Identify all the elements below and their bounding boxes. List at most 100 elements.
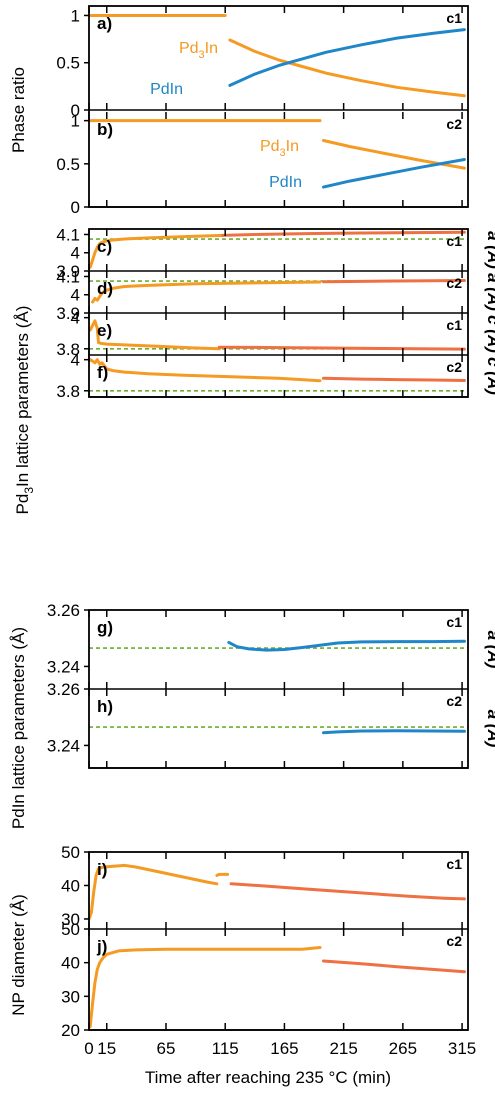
y-tick-label-a: 0 — [71, 101, 80, 120]
sample-label-h: c2 — [446, 693, 462, 709]
y-tick-label-b: 0 — [71, 198, 80, 217]
y-tick-label-a: 0.5 — [56, 54, 80, 73]
panel-i: 30 40 50 i) c1 — [61, 843, 468, 930]
panel-a: 0 0.5 1 a) c1 Pd3In PdIn — [56, 6, 468, 120]
annotation-text-rest: In — [205, 40, 218, 57]
series-line-c-0 — [88, 233, 225, 269]
x-tick-label: 265 — [389, 1039, 417, 1058]
y-group-titles: Phase ratio Pd3In lattice parameters (Å)P… — [9, 67, 36, 1016]
series-line-e-0 — [88, 319, 221, 351]
x-axis-title: Time after reaching 235 °C (min) — [145, 1068, 391, 1087]
panel-b: 0 0.5 1 b) c2 Pd3In PdIn — [56, 112, 468, 217]
series-line-j-1 — [322, 959, 466, 974]
sample-label-b: c2 — [446, 116, 462, 132]
y-tick-label-c: 4 — [71, 244, 80, 263]
annotation-subscript: 3 — [280, 147, 286, 159]
plot-frame-0 — [88, 5, 469, 208]
y-tick-label-g: 3.26 — [47, 601, 80, 620]
sample-label-f: c2 — [446, 359, 462, 375]
panel-label-a: a) — [97, 14, 112, 33]
x-tick-label: 215 — [329, 1039, 357, 1058]
sample-label-c: c1 — [446, 233, 462, 249]
annotation-text: PdIn — [150, 81, 183, 98]
sample-label-j: c2 — [446, 933, 462, 949]
series-line-g-0 — [227, 639, 466, 652]
panel-label-e: e) — [97, 321, 112, 340]
series-line-i-2 — [229, 882, 466, 901]
y-tick-label-i: 40 — [61, 876, 80, 895]
y-tick-label-d: 3.9 — [56, 304, 80, 323]
right-axis-label-f: c (Å) — [484, 357, 495, 395]
y-tick-label-j: 20 — [61, 1021, 80, 1040]
series-line-d-1 — [322, 279, 466, 284]
y-tick-label-h: 3.24 — [47, 736, 80, 755]
panel-e: 3.8 4 e) c1 c (Å) — [56, 309, 495, 359]
panel-label-g: g) — [97, 618, 113, 637]
sample-label-i: c1 — [446, 856, 462, 872]
y-tick-label-b: 0.5 — [56, 155, 80, 174]
panel-label-f: f) — [97, 363, 108, 382]
panel-j: 20 30 40 50 j) c2 — [61, 920, 468, 1040]
phase-annotation: PdIn — [269, 174, 302, 191]
sample-label-a: c1 — [446, 10, 462, 26]
annotation-text: PdIn — [269, 174, 302, 191]
x-tick-label: 165 — [270, 1039, 298, 1058]
panel-f: 3.8 4 f) c2 c (Å) — [56, 351, 495, 401]
plot-frame-2 — [88, 609, 469, 769]
phase-ratio-title: Phase ratio — [9, 67, 28, 153]
panel-label-i: i) — [97, 860, 107, 879]
y-tick-label-j: 40 — [61, 954, 80, 973]
panel-g: 3.24 3.26 g) c1 a (Å) — [47, 601, 495, 690]
y-tick-label-h: 3.26 — [47, 680, 80, 699]
y-tick-label-f: 3.8 — [56, 382, 80, 401]
y-tick-label-b: 1 — [71, 112, 80, 131]
series-line-i-1 — [215, 872, 230, 877]
panel-label-b: b) — [97, 120, 113, 139]
series-line-f-0 — [88, 358, 322, 383]
y-tick-label-i: 30 — [61, 910, 80, 929]
x-tick-label: 65 — [157, 1039, 176, 1058]
title-subscript: 3 — [22, 487, 36, 494]
y-tick-label-i: 50 — [61, 843, 80, 862]
phase-annotation: PdIn — [150, 81, 183, 98]
series-line-i-0 — [87, 863, 219, 921]
y-tick-label-j: 30 — [61, 987, 80, 1006]
right-axis-label-g: a (Å) — [484, 631, 495, 669]
y-tick-label-d: 4.1 — [56, 267, 80, 286]
right-axis-label-h: a (Å) — [484, 710, 495, 748]
series-line-d-0 — [91, 280, 322, 304]
x-tick-label: 0 — [84, 1039, 93, 1058]
pd3in-lattice-title: Pd3In lattice parameters (Å) — [13, 306, 36, 515]
y-tick-label-g: 3.24 — [47, 657, 80, 676]
title-part: In lattice parameters (Å) — [13, 306, 32, 487]
annotation-subscript: 3 — [199, 49, 205, 61]
x-tick-label: 15 — [97, 1039, 116, 1058]
panel-label-j: j) — [96, 937, 107, 956]
panel-d: 3.944.1 d) c2 a (Å) — [56, 267, 495, 323]
series-line-b-2 — [322, 158, 466, 189]
x-tick-label: 115 — [212, 1039, 239, 1058]
x-axis: 0 15 65 115 165 215 265 315 Time after reaching … — [84, 1039, 476, 1087]
y-tick-label-c: 4.1 — [56, 225, 80, 244]
y-tick-label-d: 4 — [71, 286, 80, 305]
sample-label-e: c1 — [446, 317, 462, 333]
title-part: Pd — [13, 494, 32, 515]
plot-frame-1 — [88, 228, 469, 398]
sample-label-d: c2 — [446, 275, 462, 291]
y-tick-label-a: 1 — [71, 6, 80, 25]
series-line-f-1 — [322, 376, 466, 382]
right-axis-label-e: c (Å) — [484, 315, 495, 353]
panel-c: 3.944.1 c) c1 a (Å) — [56, 225, 495, 281]
annotation-text-rest: In — [286, 138, 299, 155]
annotation-text: Pd — [179, 40, 199, 57]
panel-h: 3.24 3.26 h) c2 a (Å) — [47, 680, 495, 769]
series-line-e-1 — [217, 345, 466, 351]
y-tick-label-e: 3.8 — [56, 340, 80, 359]
series-line-h-0 — [322, 729, 466, 735]
series-line-a-2 — [228, 28, 466, 87]
series-line-a-1 — [228, 38, 466, 98]
y-tick-label-c: 3.9 — [56, 262, 80, 281]
np-diameter-title: NP diameter (Å) — [9, 894, 28, 1016]
annotation-text: Pd — [260, 138, 280, 155]
